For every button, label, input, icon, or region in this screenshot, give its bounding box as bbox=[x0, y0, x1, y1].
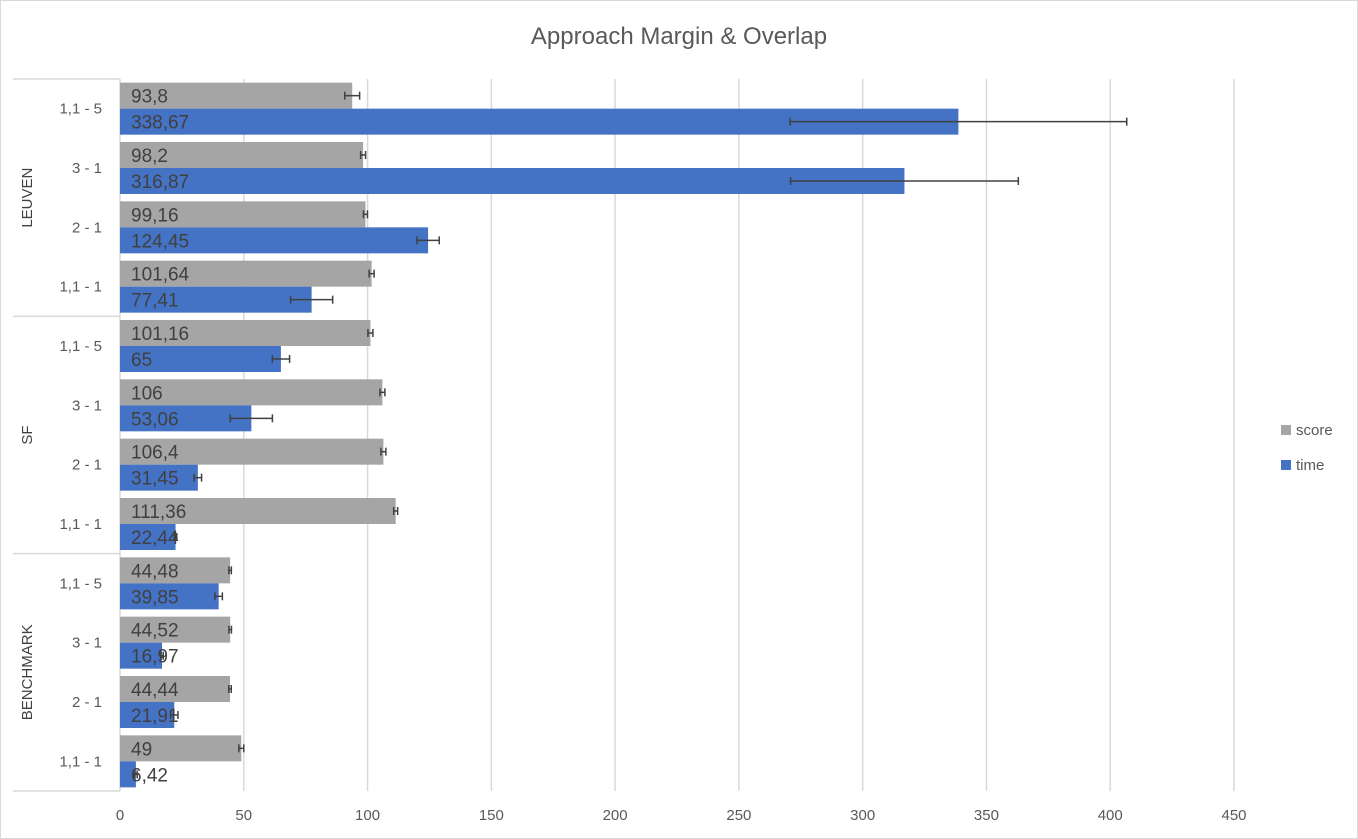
x-tick-label: 200 bbox=[603, 807, 628, 824]
legend-label-score: score bbox=[1296, 422, 1333, 439]
data-label-time: 124,45 bbox=[131, 231, 189, 252]
group-label: LEUVEN bbox=[19, 168, 36, 228]
category-label: 3 - 1 bbox=[72, 397, 102, 414]
x-tick-label: 50 bbox=[235, 807, 252, 824]
data-label-time: 338,67 bbox=[131, 113, 189, 134]
bar-score bbox=[120, 260, 372, 287]
data-label-score: 44,44 bbox=[131, 680, 179, 701]
bar-score bbox=[120, 735, 242, 762]
data-labels-layer: 93,8 338,67 98,2 316,87 99,16 124,45 101,64 77,… bbox=[131, 87, 190, 787]
bar-score bbox=[120, 498, 396, 524]
group-labels: LEUVEN SF BENCHMARK bbox=[19, 168, 36, 721]
data-label-time: 6,42 bbox=[131, 765, 168, 786]
bar-score bbox=[120, 82, 353, 109]
bar-time bbox=[120, 286, 312, 313]
data-label-score: 44,52 bbox=[131, 621, 179, 642]
data-label-time: 53,06 bbox=[131, 409, 179, 430]
x-tick-label: 100 bbox=[355, 807, 380, 824]
bar-time bbox=[120, 405, 252, 432]
data-label-time: 77,41 bbox=[131, 291, 179, 312]
bar-time bbox=[120, 168, 905, 194]
data-label-score: 98,2 bbox=[131, 146, 168, 167]
bar-score bbox=[120, 676, 231, 702]
category-label: 2 - 1 bbox=[72, 694, 102, 711]
category-label: 2 - 1 bbox=[72, 457, 102, 474]
bar-score bbox=[120, 201, 366, 228]
x-tick-label: 450 bbox=[1221, 807, 1246, 824]
data-label-time: 316,87 bbox=[131, 172, 189, 193]
chart-title: Approach Margin & Overlap bbox=[531, 23, 827, 50]
category-label: 2 - 1 bbox=[72, 219, 102, 236]
bar-time bbox=[120, 583, 219, 610]
category-labels: 1,1 - 5 3 - 1 2 - 1 1,1 - 1 1,1 - 5 3 - 1 2 - … bbox=[59, 101, 102, 771]
x-tick-label: 350 bbox=[974, 807, 999, 824]
legend: score time bbox=[1281, 422, 1333, 474]
bar-time bbox=[120, 227, 429, 254]
group-label: SF bbox=[19, 425, 36, 444]
x-tick-label: 150 bbox=[479, 807, 504, 824]
gridlines bbox=[243, 79, 1235, 791]
data-label-score: 93,8 bbox=[131, 87, 168, 108]
bars-layer bbox=[120, 82, 959, 788]
data-label-score: 99,16 bbox=[131, 205, 179, 226]
x-tick-label: 0 bbox=[116, 807, 124, 824]
category-label: 1,1 - 5 bbox=[59, 101, 102, 118]
bar-score bbox=[120, 438, 384, 465]
legend-swatch-time bbox=[1281, 460, 1291, 470]
bar-score bbox=[120, 320, 371, 346]
x-tick-label: 300 bbox=[850, 807, 875, 824]
category-label: 3 - 1 bbox=[72, 160, 102, 177]
data-label-time: 22,44 bbox=[131, 528, 179, 549]
data-label-time: 39,85 bbox=[131, 587, 179, 608]
category-label: 1,1 - 1 bbox=[59, 516, 102, 533]
data-label-score: 106,4 bbox=[131, 443, 179, 464]
legend-label-time: time bbox=[1296, 457, 1324, 474]
category-label: 1,1 - 5 bbox=[59, 575, 102, 592]
data-label-time: 16,97 bbox=[131, 647, 179, 668]
bar-time bbox=[120, 702, 175, 728]
data-label-score: 49 bbox=[131, 739, 152, 760]
bar-score bbox=[120, 379, 383, 406]
data-label-time: 21,91 bbox=[131, 706, 179, 727]
x-tick-label: 400 bbox=[1098, 807, 1123, 824]
data-label-score: 101,64 bbox=[131, 265, 190, 286]
x-axis-ticks: 0 50 100 150 200 250 300 350 400 450 bbox=[116, 807, 1247, 824]
data-label-score: 101,16 bbox=[131, 324, 189, 345]
bar-time bbox=[120, 464, 198, 491]
legend-swatch-score bbox=[1281, 425, 1291, 435]
category-label: 3 - 1 bbox=[72, 635, 102, 652]
bar-score bbox=[120, 142, 364, 168]
error-bars-layer bbox=[133, 91, 1128, 779]
data-label-time: 65 bbox=[131, 350, 152, 371]
category-label: 1,1 - 5 bbox=[59, 338, 102, 355]
bar-time bbox=[120, 761, 136, 788]
bar-time bbox=[120, 524, 176, 550]
group-label: BENCHMARK bbox=[19, 624, 36, 720]
data-label-score: 111,36 bbox=[131, 502, 186, 523]
category-label: 1,1 - 1 bbox=[59, 279, 102, 296]
data-label-score: 44,48 bbox=[131, 561, 179, 582]
bar-score bbox=[120, 616, 231, 643]
data-label-time: 31,45 bbox=[131, 469, 179, 490]
bar-time bbox=[120, 346, 281, 372]
data-label-score: 106 bbox=[131, 383, 163, 404]
category-axis-frame bbox=[13, 78, 121, 792]
x-tick-label: 250 bbox=[726, 807, 751, 824]
bar-score bbox=[120, 557, 231, 584]
category-label: 1,1 - 1 bbox=[59, 753, 102, 770]
bar-time bbox=[120, 642, 163, 669]
